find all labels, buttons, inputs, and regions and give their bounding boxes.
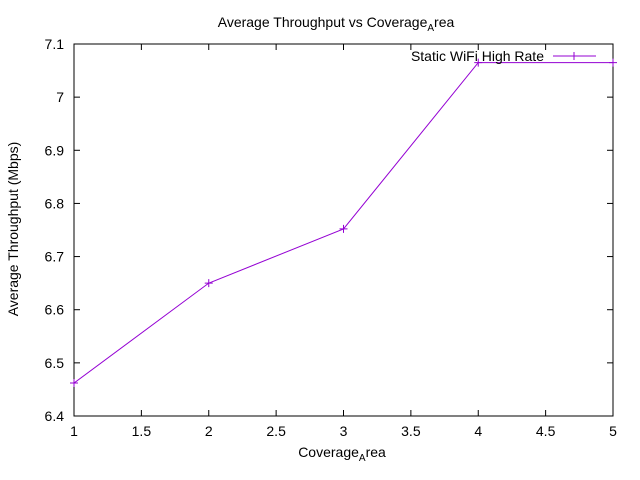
y-tick-label: 6.4 bbox=[45, 408, 65, 424]
x-tick-label: 2 bbox=[205, 423, 213, 439]
x-axis-label-main: Coverage bbox=[298, 444, 359, 460]
y-tick-label: 6.5 bbox=[45, 355, 65, 371]
legend: Static WiFi High Rate bbox=[411, 48, 596, 64]
legend-label: Static WiFi High Rate bbox=[411, 48, 544, 64]
data-point-marker bbox=[609, 58, 617, 67]
chart-title-tail: rea bbox=[434, 14, 454, 30]
x-axis-label-subscript: A bbox=[359, 453, 366, 464]
data-point-marker bbox=[474, 58, 483, 67]
data-point-marker bbox=[70, 379, 78, 388]
x-tick-label: 2.5 bbox=[266, 423, 286, 439]
y-tick-label: 6.6 bbox=[45, 302, 65, 318]
series-line bbox=[73, 62, 613, 384]
x-tick-label: 5 bbox=[609, 423, 617, 439]
y-tick-label: 6.9 bbox=[45, 142, 65, 158]
data-point-marker bbox=[339, 224, 348, 233]
y-tick-label: 6.8 bbox=[45, 195, 65, 211]
chart-title-main: Average Throughput vs Coverage bbox=[218, 14, 428, 30]
x-tick-label: 4 bbox=[474, 423, 482, 439]
y-tick-label: 7.1 bbox=[45, 36, 65, 52]
chart-title: Average Throughput vs CoverageArea bbox=[218, 14, 455, 34]
y-tick-label: 6.7 bbox=[45, 249, 65, 265]
x-tick-label: 1 bbox=[70, 423, 78, 439]
x-tick-label: 3 bbox=[340, 423, 348, 439]
legend-marker-sample bbox=[570, 52, 578, 60]
data-point-marker bbox=[204, 279, 213, 288]
y-tick-label: 7 bbox=[56, 89, 64, 105]
axes-group: 1 1.5 2 2.5 3 3.5 4 4.5 5 6.4 6.5 6.6 6.7 6.8 6.9 7 7.1 bbox=[45, 36, 618, 439]
series-group bbox=[70, 58, 617, 388]
x-tick-label: 3.5 bbox=[401, 423, 421, 439]
x-axis-label: CoverageArea bbox=[298, 444, 386, 464]
x-tick-label: 4.5 bbox=[536, 423, 556, 439]
chart-title-subscript: A bbox=[427, 23, 434, 34]
x-tick-label: 1.5 bbox=[132, 423, 152, 439]
y-axis-label: Average Throughput (Mbps) bbox=[5, 142, 21, 317]
x-axis-label-tail: rea bbox=[366, 444, 386, 460]
